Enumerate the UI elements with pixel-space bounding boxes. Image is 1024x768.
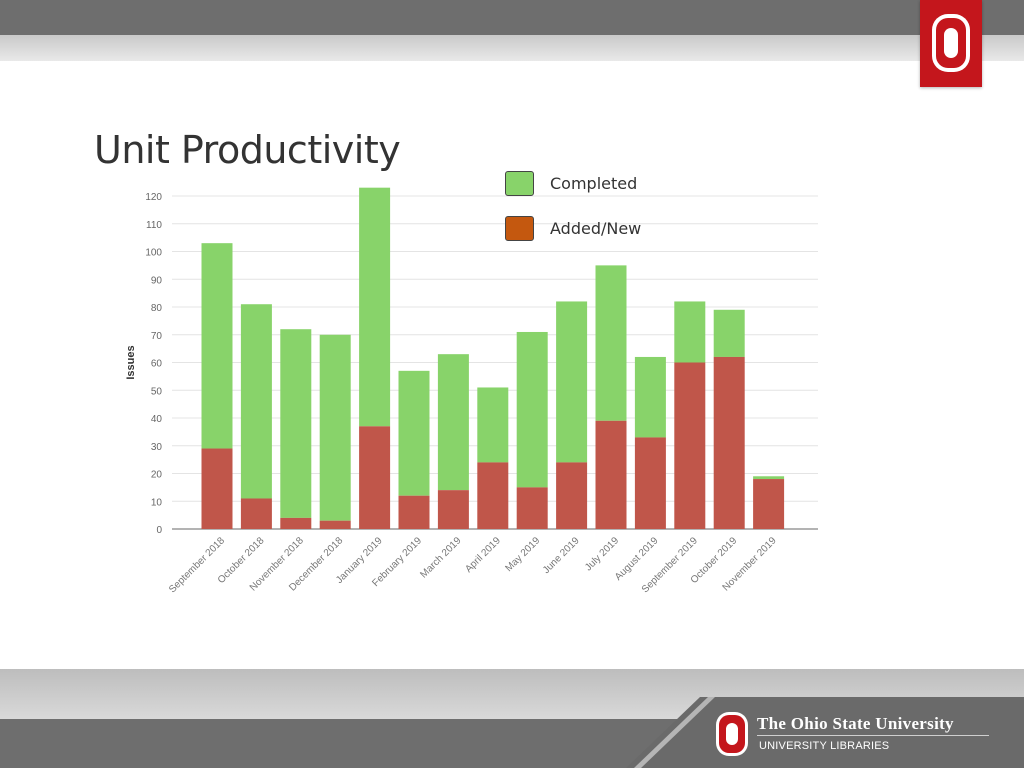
legend-item-added-new: Added/New [505, 213, 641, 243]
footer-divider [757, 735, 989, 736]
bar-completed [319, 334, 351, 521]
footer-block-o-icon [716, 712, 748, 756]
bar-completed [753, 476, 785, 480]
bar-completed [398, 370, 430, 496]
bar-completed [240, 304, 272, 499]
y-tick-label: 0 [156, 525, 162, 536]
bar-added-new [359, 426, 391, 529]
bar-added-new [556, 462, 588, 529]
bar-added-new [516, 487, 548, 529]
bar-added-new [319, 520, 351, 529]
bar-added-new [713, 356, 745, 529]
bar-completed [556, 301, 588, 463]
x-tick-label: July 2019 [583, 535, 621, 573]
y-tick-label: 10 [151, 497, 163, 508]
bar-completed [634, 356, 666, 438]
x-tick-label: April 2019 [463, 535, 503, 575]
bar-added-new [595, 420, 627, 529]
bar-completed [595, 265, 627, 421]
block-o-logo [920, 0, 982, 87]
bar-completed [437, 354, 469, 491]
bar-added-new [634, 437, 666, 529]
y-tick-label: 110 [146, 220, 162, 231]
y-tick-label: 50 [151, 386, 163, 397]
y-axis-label: Issues [125, 345, 137, 379]
bar-added-new [398, 495, 430, 529]
chart-legend: Completed Added/New [505, 168, 641, 258]
bar-completed [201, 243, 233, 449]
y-tick-label: 70 [151, 331, 163, 342]
legend-swatch-completed [505, 170, 534, 196]
bar-added-new [477, 462, 509, 529]
bar-completed [674, 301, 706, 363]
bar-completed [280, 329, 312, 518]
y-tick-label: 20 [151, 470, 163, 481]
bar-completed [516, 331, 548, 488]
bar-added-new [753, 479, 785, 529]
legend-swatch-added-new [505, 215, 534, 241]
y-tick-label: 60 [151, 359, 163, 370]
bar-added-new [674, 362, 706, 529]
y-tick-label: 80 [151, 303, 163, 314]
bar-added-new [240, 498, 272, 529]
y-tick-label: 120 [145, 192, 162, 203]
department-name: UNIVERSITY LIBRARIES [759, 740, 890, 752]
top-banner-light [0, 35, 1024, 61]
y-tick-label: 40 [151, 414, 163, 425]
slide-title: Unit Productivity [94, 128, 401, 172]
top-banner-dark [0, 0, 1024, 35]
legend-label-completed: Completed [550, 173, 638, 193]
university-name: The Ohio State University [757, 714, 954, 733]
block-o-icon [932, 14, 970, 72]
bar-added-new [280, 517, 312, 529]
x-tick-label: March 2019 [418, 535, 463, 580]
x-tick-label: May 2019 [503, 535, 542, 574]
bar-completed [359, 187, 391, 427]
y-tick-label: 100 [145, 248, 162, 259]
legend-label-added-new: Added/New [550, 218, 642, 238]
x-tick-label: September 2018 [167, 535, 227, 595]
bar-completed [713, 309, 745, 357]
y-tick-label: 90 [151, 275, 163, 286]
bar-completed [477, 387, 509, 463]
bar-added-new [437, 490, 469, 529]
y-tick-label: 30 [151, 442, 163, 453]
legend-item-completed: Completed [505, 168, 641, 198]
x-tick-label: June 2019 [541, 535, 582, 576]
bar-added-new [201, 448, 233, 529]
